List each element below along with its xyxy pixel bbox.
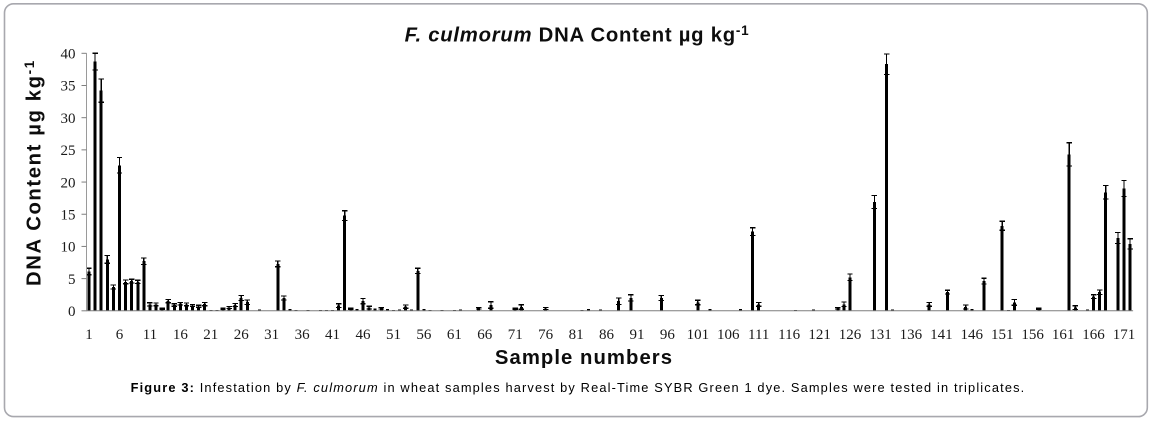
svg-text:166: 166 <box>1082 327 1105 343</box>
svg-text:66: 66 <box>477 327 493 343</box>
svg-text:121: 121 <box>808 327 831 343</box>
svg-text:31: 31 <box>264 327 279 343</box>
svg-text:Sample numbers: Sample numbers <box>495 347 673 369</box>
svg-text:101: 101 <box>687 327 710 343</box>
svg-text:10: 10 <box>61 240 76 256</box>
svg-text:116: 116 <box>778 327 800 343</box>
svg-text:151: 151 <box>991 327 1014 343</box>
svg-text:21: 21 <box>203 327 218 343</box>
svg-text:96: 96 <box>660 327 676 343</box>
svg-text:126: 126 <box>839 327 862 343</box>
svg-text:91: 91 <box>629 327 644 343</box>
svg-text:0: 0 <box>68 304 76 320</box>
svg-text:56: 56 <box>416 327 432 343</box>
svg-text:F. culmorum DNA Content µg kg-: F. culmorum DNA Content µg kg-1 <box>405 23 750 47</box>
svg-text:6: 6 <box>116 327 124 343</box>
svg-text:81: 81 <box>569 327 584 343</box>
svg-text:146: 146 <box>961 327 984 343</box>
svg-text:71: 71 <box>508 327 523 343</box>
svg-text:16: 16 <box>173 327 189 343</box>
svg-text:40: 40 <box>61 47 76 63</box>
svg-text:106: 106 <box>717 327 740 343</box>
svg-text:86: 86 <box>599 327 615 343</box>
svg-text:76: 76 <box>538 327 554 343</box>
svg-text:15: 15 <box>61 207 76 223</box>
svg-text:20: 20 <box>61 175 76 191</box>
svg-text:136: 136 <box>900 327 923 343</box>
svg-text:161: 161 <box>1052 327 1075 343</box>
svg-text:11: 11 <box>143 327 157 343</box>
svg-text:36: 36 <box>295 327 311 343</box>
svg-text:61: 61 <box>447 327 462 343</box>
svg-text:141: 141 <box>930 327 953 343</box>
svg-text:156: 156 <box>1021 327 1044 343</box>
svg-text:41: 41 <box>325 327 340 343</box>
svg-text:25: 25 <box>61 143 76 159</box>
svg-text:171: 171 <box>1113 327 1136 343</box>
svg-text:Figure 3: Infestation by F. cu: Figure 3: Infestation by F. culmorum in … <box>131 380 1026 395</box>
svg-text:35: 35 <box>61 79 76 95</box>
svg-text:26: 26 <box>234 327 250 343</box>
svg-text:46: 46 <box>356 327 372 343</box>
svg-text:111: 111 <box>748 327 769 343</box>
svg-text:51: 51 <box>386 327 401 343</box>
svg-text:30: 30 <box>61 111 76 127</box>
svg-text:131: 131 <box>869 327 892 343</box>
svg-text:5: 5 <box>68 272 76 288</box>
svg-text:1: 1 <box>85 327 93 343</box>
svg-text:DNA Content µg kg-1: DNA Content µg kg-1 <box>22 59 46 286</box>
